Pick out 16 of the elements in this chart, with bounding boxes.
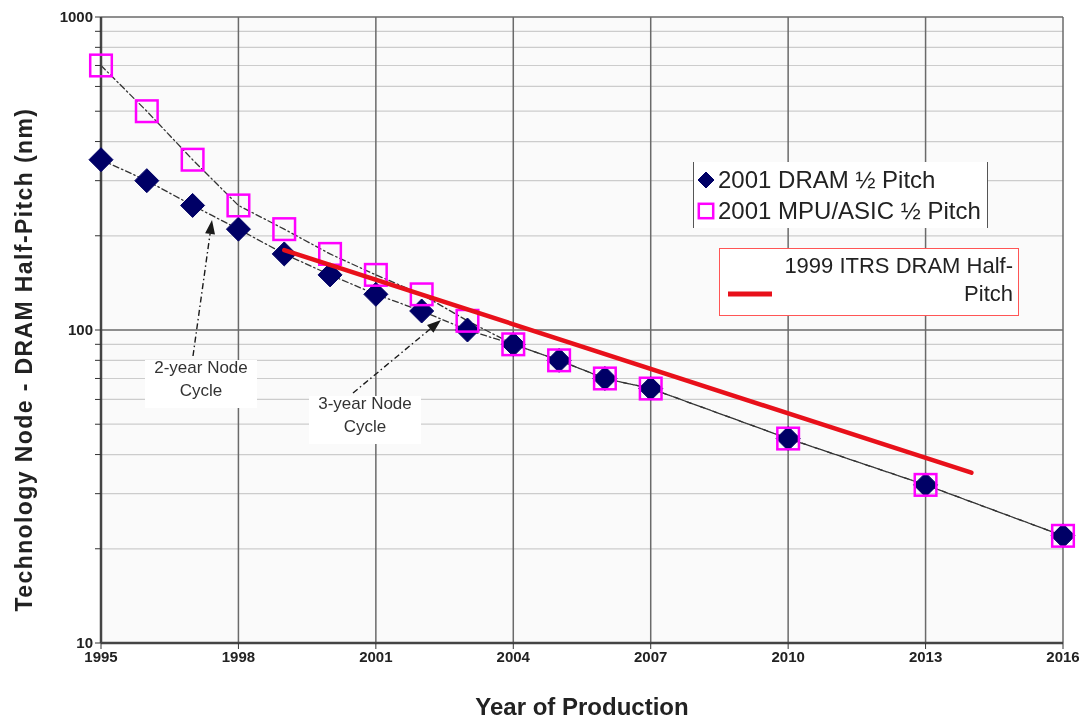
x-tick-label: 1998 <box>221 647 256 665</box>
annotation: 2-year Node Cycle <box>154 358 248 401</box>
legend-label: 1999 ITRS DRAM Half-Pitch <box>783 252 1013 308</box>
y-axis-title: Technology Node - DRAM Half-Pitch (nm) <box>11 107 37 612</box>
legend-label: 2001 MPU/ASIC ½ Pitch <box>718 196 981 225</box>
y-tick-label: 100 <box>67 321 93 339</box>
x-tick-label: 2004 <box>496 647 531 665</box>
x-tick-label: 2016 <box>1046 647 1080 665</box>
legend-label: 2001 DRAM ½ Pitch <box>718 165 936 194</box>
x-axis-title: Year of Production <box>475 692 689 719</box>
x-tick-label: 2013 <box>908 647 943 665</box>
x-tick-label: 2007 <box>634 647 668 665</box>
annotation: 3-year Node Cycle <box>318 394 412 437</box>
y-tick-label: 1000 <box>59 8 93 26</box>
x-tick-label: 2001 <box>359 647 393 665</box>
x-tick-label: 2010 <box>771 647 805 665</box>
